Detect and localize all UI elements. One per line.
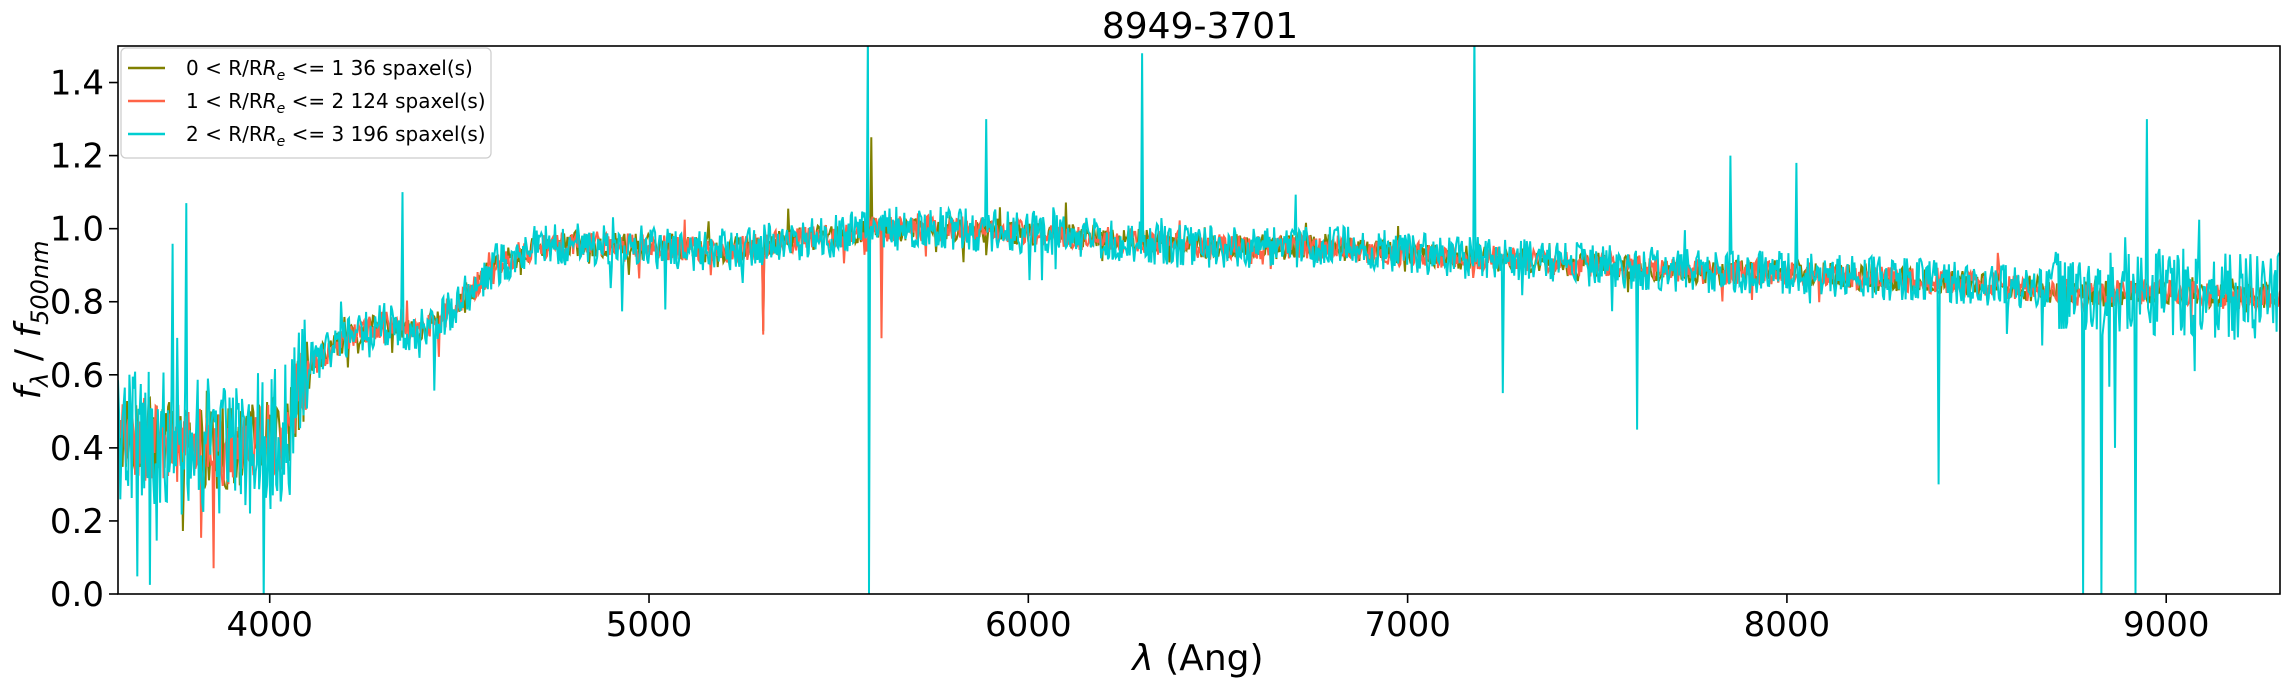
x-tick-label: 8000 — [1744, 605, 1831, 645]
y-tick-label: 0.6 — [50, 356, 104, 396]
y-tick-label: 1.0 — [50, 210, 104, 250]
legend-label-3: 2 < R/RRe <= 3 196 spaxel(s) — [186, 122, 486, 150]
series-line-1 — [118, 137, 2280, 532]
x-axis-title: λ (Ang) — [1130, 638, 1263, 679]
x-tick-label: 4000 — [226, 605, 313, 645]
y-axis-title: fλ / f500nm — [8, 241, 54, 400]
y-tick-label: 0.0 — [50, 575, 104, 615]
x-axis: 4000 5000 6000 7000 8000 9000 — [226, 594, 2209, 645]
x-tick-label: 7000 — [1364, 605, 1451, 645]
y-tick-label: 1.4 — [50, 64, 104, 104]
legend-frame — [120, 47, 492, 159]
legend: 0 < R/RRe <= 1 36 spaxel(s) 1 < R/RRe <= … — [120, 47, 492, 159]
series-line-3 — [118, 46, 2280, 594]
chart-title: 8949-3701 — [1102, 6, 1298, 47]
x-tick-label: 6000 — [985, 605, 1072, 645]
legend-label-1: 0 < R/RRe <= 1 36 spaxel(s) — [186, 56, 473, 84]
y-tick-label: 0.4 — [50, 429, 104, 469]
y-tick-label: 0.2 — [50, 502, 104, 542]
y-axis: 0.0 0.2 0.4 0.6 0.8 1.0 1.2 1.4 — [50, 64, 118, 615]
x-tick-label: 5000 — [606, 605, 693, 645]
x-tick-label: 9000 — [2123, 605, 2210, 645]
legend-label-2: 1 < R/RRe <= 2 124 spaxel(s) — [186, 89, 486, 117]
y-tick-label: 1.2 — [50, 137, 104, 177]
y-tick-label: 0.8 — [50, 283, 104, 323]
plot-area — [118, 46, 2280, 594]
plot-frame — [117, 45, 2281, 595]
